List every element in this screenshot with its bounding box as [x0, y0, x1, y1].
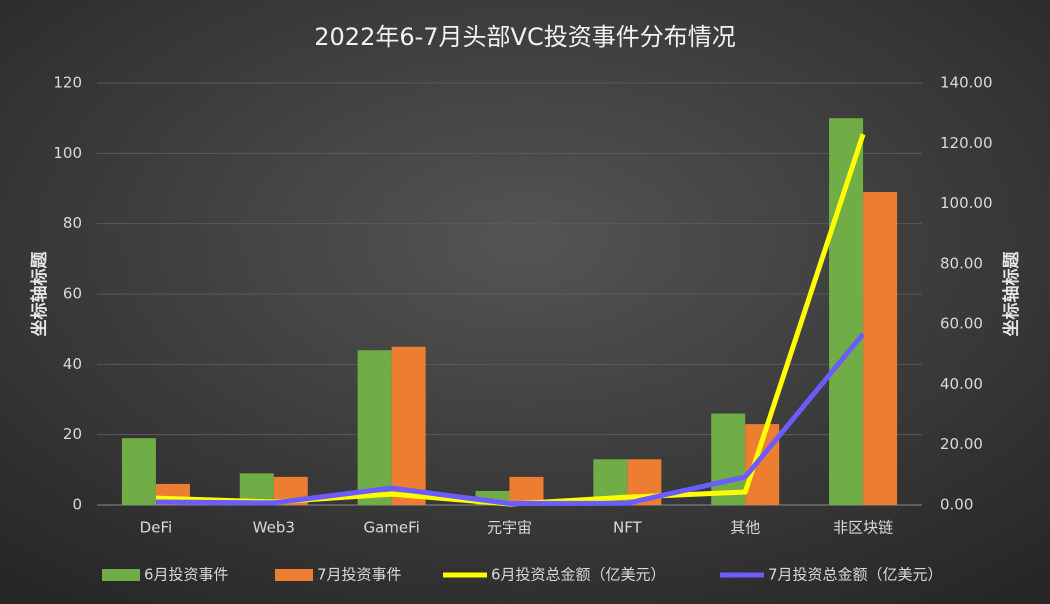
y-tick-label: 20 — [63, 425, 82, 443]
legend-label: 6月投资事件 — [144, 566, 229, 584]
x-tick-label: 元宇宙 — [487, 519, 532, 537]
x-tick-label: Web3 — [253, 519, 295, 537]
x-tick-label: 其他 — [730, 519, 760, 537]
y2-tick-label: 100.00 — [940, 194, 993, 212]
y2-axis-title: 坐标轴标题 — [1001, 251, 1022, 337]
legend-label: 6月投资总金额（亿美元） — [491, 566, 666, 584]
bar — [711, 413, 746, 505]
y-tick-label: 100 — [53, 144, 82, 162]
bar — [357, 350, 392, 505]
y-tick-label: 120 — [53, 74, 82, 92]
x-tick-label: NFT — [613, 519, 643, 537]
legend-label: 7月投资总金额（亿美元） — [768, 566, 943, 584]
x-tick-label: 非区块链 — [833, 519, 893, 537]
bar — [391, 346, 426, 505]
bar — [829, 118, 864, 506]
legend-swatch — [275, 569, 313, 581]
y-tick-label: 0 — [72, 496, 82, 514]
chart-title: 2022年6-7月头部VC投资事件分布情况 — [314, 23, 735, 51]
y2-tick-label: 40.00 — [940, 375, 983, 393]
line — [155, 332, 865, 506]
y-tick-label: 60 — [63, 285, 82, 303]
y-axis-title: 坐标轴标题 — [29, 251, 50, 337]
x-tick-label: DeFi — [140, 519, 172, 537]
y2-tick-label: 0.00 — [940, 496, 973, 514]
x-tick-label: GameFi — [363, 519, 419, 537]
bar — [121, 438, 156, 505]
legend-label: 7月投资事件 — [317, 566, 402, 584]
bar — [863, 192, 898, 505]
legend-swatch — [102, 569, 140, 581]
y2-tick-label: 140.00 — [940, 74, 993, 92]
y2-tick-label: 20.00 — [940, 435, 983, 453]
y-tick-label: 80 — [63, 214, 82, 232]
y2-tick-label: 120.00 — [940, 134, 993, 152]
y-tick-label: 40 — [63, 355, 82, 373]
y2-tick-label: 80.00 — [940, 254, 983, 272]
y2-tick-label: 60.00 — [940, 315, 983, 333]
